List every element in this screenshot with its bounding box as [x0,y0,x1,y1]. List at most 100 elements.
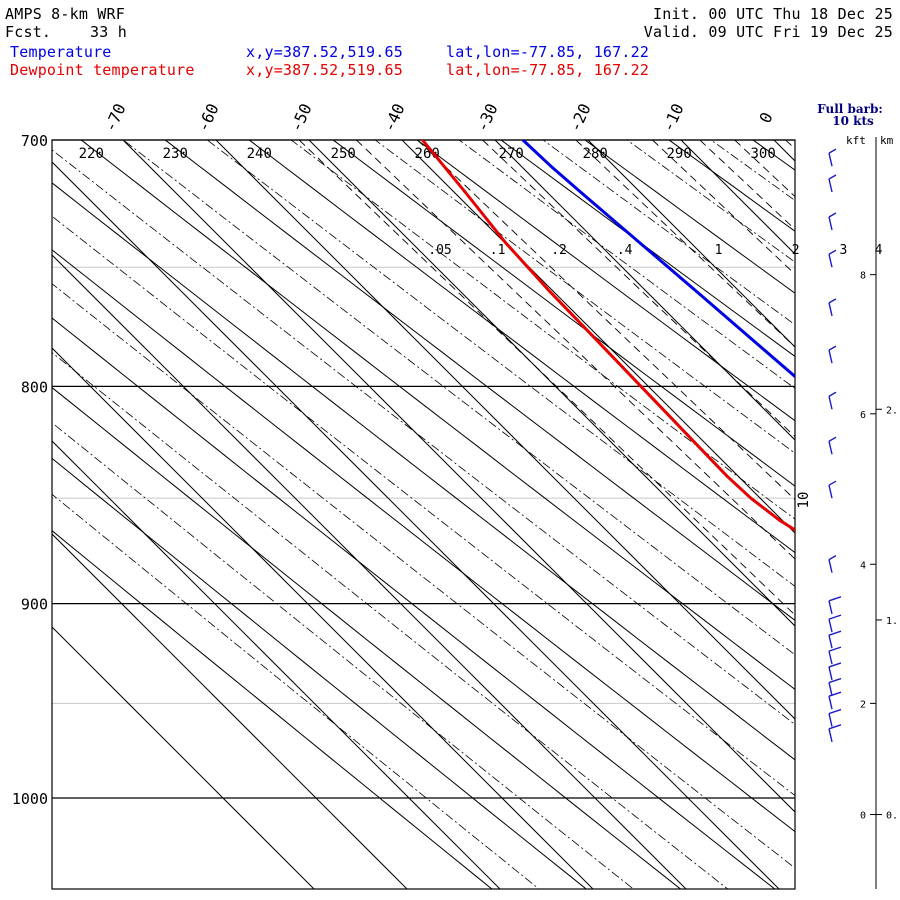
wind-barb-flag [828,391,837,397]
dry-adiabat-label: 270 [499,146,524,162]
wind-barb [828,212,837,231]
wind-barb-shaft [828,696,833,710]
wind-barb-shaft [828,650,833,665]
isotherm-line [867,140,900,889]
dry-adiabat-line [248,140,795,554]
moist-adiabat-line [52,422,634,889]
temperature-tick-label: -50 [286,101,315,135]
wind-barb-flag [828,345,837,351]
barb-note-line2: 10 kts [832,114,874,128]
wind-barb-shaft [828,600,833,615]
barb-note-line1: Full barb: [817,102,883,116]
dry-adiabat-line [500,140,795,358]
wind-barb-flag [828,174,837,180]
wind-barb-shaft [828,485,833,499]
dry-adiabat-label: 220 [79,146,104,162]
wind-barb-flag [828,708,842,715]
dewpoint-latlon: lat,lon=-77.85, 167.22 [446,61,650,79]
temperature-tick-label: -70 [100,101,129,135]
init-time: Init. 00 UTC Thu 18 Dec 25 [653,5,893,23]
isotherm-line [52,533,408,889]
dry-adiabat-line [688,0,900,900]
wind-barb [828,436,837,455]
wind-barb [828,249,837,268]
moist-adiabat-line [729,0,900,900]
mixing-ratio-label: .05 [428,243,451,258]
mixing-ratio-label: 3 [840,243,848,258]
kft-tick-label: 2 [860,699,866,710]
isotherm-line [52,347,594,889]
km-label: km [880,134,894,147]
forecast-hours: 33 h [90,23,127,41]
mixing-ratio-label: 1 [715,243,723,258]
wind-barb [828,677,842,696]
wind-barb-flag [828,480,837,486]
wind-barb-flag [828,436,837,442]
wind-barb-shaft [828,216,833,231]
mixing-ratio-lines [298,140,795,616]
kft-tick-label: 0 [860,811,866,822]
moist-adiabat-line [290,140,795,520]
temperature-tick-label: -60 [193,101,222,135]
wind-barb-flag [828,555,837,561]
wind-barb [828,298,837,316]
dry-adiabat-label: 280 [583,146,608,162]
wind-barb-shaft [828,635,833,649]
isotherm-line [308,140,795,627]
wind-barb-shaft [828,713,833,727]
mixing-ratio-label: 2 [792,243,800,258]
minor-isobars [52,266,795,704]
mixing-ratio-side-label: 10 [796,492,812,509]
wind-barb [828,630,842,649]
mixing-ratio-label: .1 [490,243,506,258]
wind-barb [828,646,842,665]
moist-adiabat-line [626,140,795,263]
isotherm-line [52,626,315,889]
temperature-tick-label: -40 [379,101,408,135]
wind-barb-flag [828,646,842,652]
wind-barb [828,691,842,710]
km-tick-label: 2. [886,405,898,416]
wind-barb-flag [828,677,842,684]
wind-barb-flag [828,630,842,636]
dry-adiabat-line [52,317,776,889]
dry-adiabat-line [52,457,587,889]
kft-label: kft [846,134,866,147]
km-tick-label: 1. [886,616,898,627]
isotherm-line [587,140,795,348]
wind-barb [828,662,842,681]
mixing-ratio-line [699,140,795,230]
moist-adiabat-line [542,140,795,326]
dry-adiabat-line [332,140,795,487]
dry-adiabat-line [584,140,795,294]
temperature-tick-label: -30 [472,101,501,135]
wind-barb-shaft [828,302,833,316]
isotherm-line [52,161,780,889]
side-panel: Full barb: 10 kts kft km 0 2 4 6 8 0. 1. 2. [817,102,898,889]
isotherm-line [494,140,795,441]
wind-barb-shaft [828,349,833,364]
moist-adiabat-line [710,140,795,201]
mixing-ratio-label: 4 [875,243,883,258]
wind-barb [828,555,837,573]
temperature-legend-label: Temperature [10,43,112,61]
moist-adiabat-line [892,0,900,900]
wind-barb [828,480,837,499]
temperature-tick-label: -10 [658,101,687,135]
temperature-xy: x,y=387.52,519.65 [246,43,403,61]
moist-adiabat-line [458,140,795,389]
mixing-ratio-line [356,140,795,560]
model-name: AMPS 8-km WRF [5,5,125,23]
temperature-tick-label: -20 [565,101,594,135]
dry-adiabat-label: 300 [750,146,775,162]
wind-barb [828,174,837,193]
km-tick-label: 0. [886,811,898,822]
